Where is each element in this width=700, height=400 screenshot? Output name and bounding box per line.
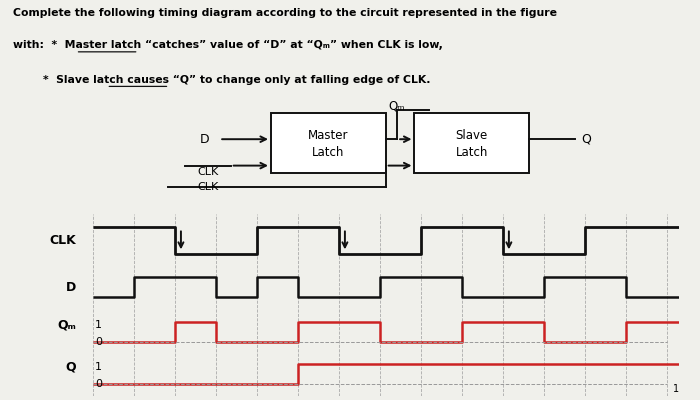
Text: Latch: Latch: [456, 146, 488, 159]
Text: CLK: CLK: [197, 182, 218, 192]
Text: *  Slave latch causes “Q” to change only at falling edge of CLK.: * Slave latch causes “Q” to change only …: [13, 75, 430, 85]
Text: Q: Q: [582, 133, 591, 146]
Text: Q: Q: [66, 361, 76, 374]
Bar: [414, 113, 529, 173]
Text: Master: Master: [308, 129, 349, 142]
Text: CLK: CLK: [197, 167, 218, 177]
Text: D: D: [66, 281, 76, 294]
Text: 1: 1: [94, 320, 101, 330]
Text: CLK: CLK: [50, 234, 76, 247]
Text: 0: 0: [94, 337, 101, 347]
Text: Qₘ: Qₘ: [57, 319, 76, 332]
Text: Latch: Latch: [312, 146, 344, 159]
Text: Complete the following timing diagram according to the circuit represented in th: Complete the following timing diagram ac…: [13, 8, 556, 18]
Text: 1: 1: [673, 384, 679, 394]
Text: 0: 0: [94, 379, 101, 389]
Text: 1: 1: [94, 362, 101, 372]
Bar: [271, 113, 386, 173]
Text: D: D: [200, 133, 210, 146]
Text: Qₘ: Qₘ: [389, 99, 405, 112]
Text: Slave: Slave: [456, 129, 488, 142]
Text: with:  *  Master latch “catches” value of “D” at “Qₘ” when CLK is low,: with: * Master latch “catches” value of …: [13, 40, 442, 50]
